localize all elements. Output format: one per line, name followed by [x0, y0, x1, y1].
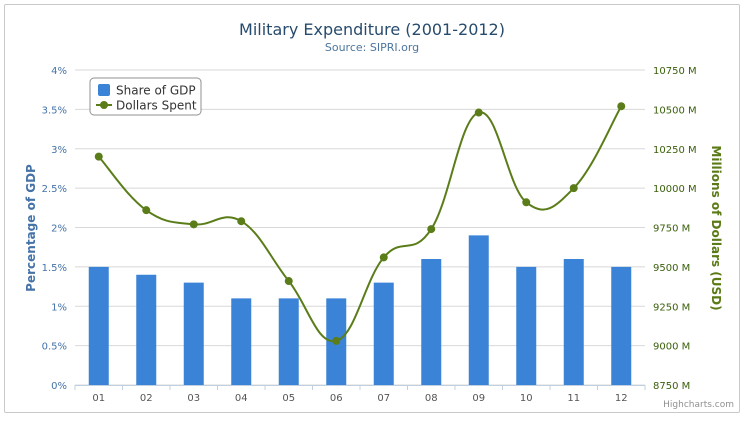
- x-tick-label: 03: [187, 393, 200, 404]
- right-tick-label: 8750 M: [653, 381, 690, 392]
- legend-line-label: Dollars Spent: [116, 99, 197, 113]
- right-tick-label: 9750 M: [653, 224, 690, 235]
- line-point[interactable]: [474, 108, 483, 117]
- line-point[interactable]: [237, 217, 246, 226]
- left-tick-label: 0.5%: [42, 342, 67, 353]
- right-tick-label: 10250 M: [653, 145, 697, 156]
- right-tick-label: 10500 M: [653, 105, 697, 116]
- line-point[interactable]: [284, 277, 293, 286]
- x-tick-label: 06: [330, 393, 343, 404]
- line-point[interactable]: [379, 253, 388, 262]
- line-point[interactable]: [427, 225, 436, 234]
- right-axis-ticks: 8750 M 9000 M 9250 M 9500 M 9750 M 10000 M 102…: [653, 66, 697, 392]
- left-tick-label: 1.5%: [42, 263, 67, 274]
- line-point[interactable]: [189, 220, 198, 229]
- x-tick-label: 07: [377, 393, 390, 404]
- legend-line-marker: [100, 101, 108, 109]
- left-tick-label: 3%: [51, 145, 67, 156]
- left-tick-label: 4%: [51, 66, 67, 77]
- line-point[interactable]: [142, 206, 151, 215]
- bar[interactable]: [516, 266, 537, 385]
- x-axis: 01 02 03 04 05 06 07 08 09 10 11 12: [74, 385, 646, 404]
- x-tick-label: 10: [520, 393, 533, 404]
- x-tick-label: 02: [140, 393, 153, 404]
- x-tick-label: 12: [615, 393, 628, 404]
- line-point[interactable]: [617, 102, 626, 111]
- line-point[interactable]: [569, 184, 578, 193]
- gridlines: [75, 69, 645, 386]
- bar[interactable]: [231, 298, 252, 385]
- legend[interactable]: Share of GDP Dollars Spent: [89, 77, 202, 116]
- x-tick-label: 05: [282, 393, 295, 404]
- x-tick-label: 08: [425, 393, 438, 404]
- legend-bar-label: Share of GDP: [116, 84, 196, 98]
- credits-link[interactable]: Highcharts.com: [663, 400, 734, 410]
- bar[interactable]: [183, 282, 204, 385]
- bar[interactable]: [88, 266, 109, 385]
- x-tick-label: 11: [567, 393, 580, 404]
- x-tick-label: 09: [472, 393, 485, 404]
- x-tick-label: 04: [235, 393, 248, 404]
- legend-bar-swatch: [98, 84, 110, 96]
- line-point[interactable]: [94, 152, 103, 161]
- right-tick-label: 9000 M: [653, 342, 690, 353]
- right-tick-label: 10750 M: [653, 66, 697, 77]
- bar-series: [88, 235, 632, 385]
- bar[interactable]: [373, 282, 394, 385]
- x-tick-label: 01: [92, 393, 105, 404]
- bar[interactable]: [611, 266, 632, 385]
- left-tick-label: 0%: [51, 381, 67, 392]
- bar[interactable]: [468, 235, 489, 385]
- right-axis-title: Millions of Dollars (USD): [709, 145, 723, 310]
- left-tick-label: 3.5%: [42, 105, 67, 116]
- line-series: [94, 102, 626, 345]
- bar[interactable]: [136, 274, 157, 385]
- left-axis-ticks: 0% 0.5% 1% 1.5% 2% 2.5% 3% 3.5% 4%: [42, 66, 67, 392]
- right-tick-label: 10000 M: [653, 184, 697, 195]
- bar[interactable]: [278, 298, 299, 385]
- legend-box: [89, 77, 202, 116]
- legend-item-bar[interactable]: Share of GDP: [98, 84, 196, 98]
- left-axis-title: Percentage of GDP: [24, 164, 38, 292]
- bar[interactable]: [563, 259, 584, 385]
- line-point[interactable]: [332, 336, 341, 345]
- right-tick-label: 9250 M: [653, 302, 690, 313]
- left-tick-label: 1%: [51, 302, 67, 313]
- right-tick-label: 9500 M: [653, 263, 690, 274]
- left-tick-label: 2%: [51, 224, 67, 235]
- line-point[interactable]: [522, 198, 531, 207]
- left-tick-label: 2.5%: [42, 184, 67, 195]
- chart-title: Military Expenditure (2001-2012): [239, 20, 505, 39]
- bar[interactable]: [421, 259, 442, 385]
- legend-item-line[interactable]: Dollars Spent: [96, 99, 197, 113]
- chart-subtitle: Source: SIPRI.org: [325, 41, 419, 54]
